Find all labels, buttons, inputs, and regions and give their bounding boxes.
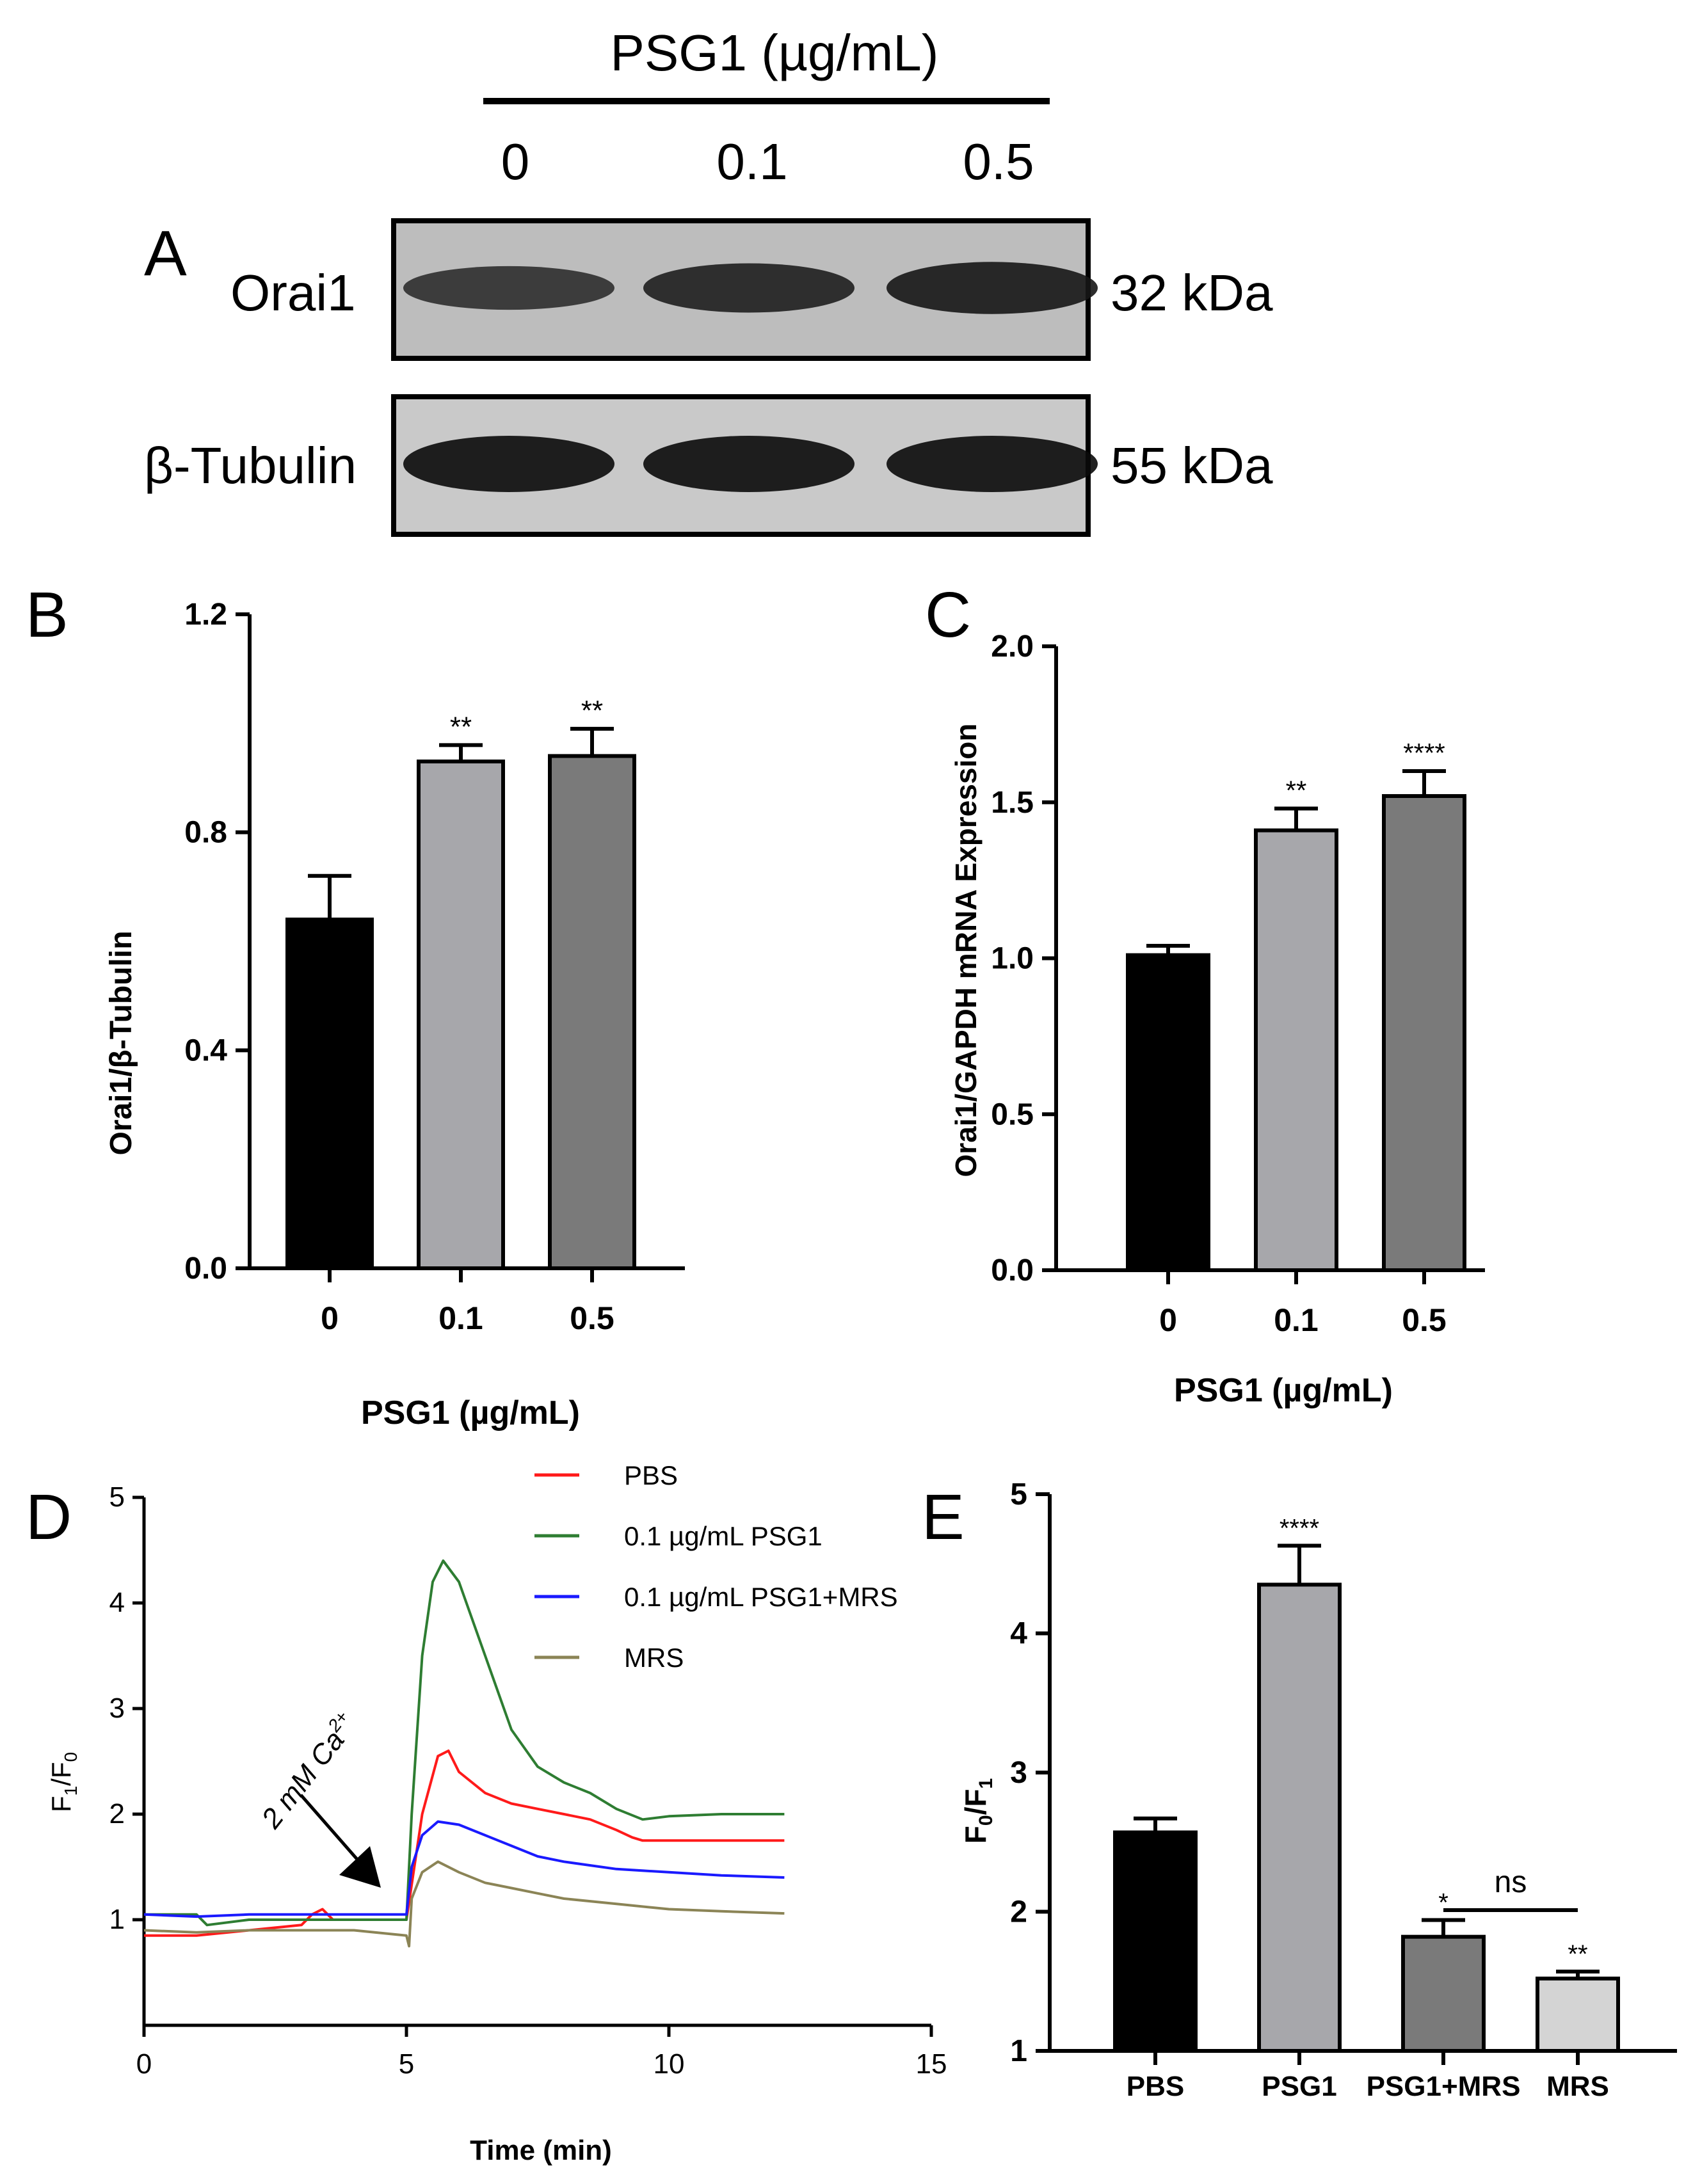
panel-a-letter: A <box>144 218 187 289</box>
panel-d-xtick-label: 5 <box>399 2048 414 2080</box>
panel-c-bar-2 <box>1382 794 1466 1272</box>
panel-e-ylabel: F0/F1 <box>959 1778 997 1844</box>
panel-c-xlabel: PSG1 (µg/mL) <box>1174 1372 1393 1409</box>
panel-e-category-label-2: PSG1+MRS <box>1367 2071 1521 2102</box>
annotation-text: 2 mM Ca2+ <box>253 1707 363 1835</box>
panel-b-significance-2: ** <box>581 695 603 726</box>
panel-b-bar-1 <box>417 759 505 1270</box>
panel-e-bar-2 <box>1401 1934 1486 2053</box>
panel-d-legend-label-0: PBS <box>624 1460 678 1490</box>
calcium-annotation: 2 mM Ca2+ <box>253 1707 381 1888</box>
panel-e-bar-1 <box>1257 1582 1342 2053</box>
panel-d-legend-label-2: 0.1 µg/mL PSG1+MRS <box>624 1582 898 1612</box>
panel-d-ytick-label: 4 <box>109 1587 125 1618</box>
panel-a-header: PSG1 (µg/mL) <box>611 24 939 81</box>
panel-d-xlabel: Time (min) <box>470 2135 612 2166</box>
lane-label-0: 0 <box>501 133 530 190</box>
panel-d-ytick-label: 3 <box>109 1693 125 1724</box>
panel-e-category-label-1: PSG1 <box>1262 2071 1336 2102</box>
panel-c-category-label-2: 0.5 <box>1402 1302 1447 1338</box>
panel-e-significance-1: **** <box>1280 1514 1319 1542</box>
panel-e-ytick-label: 5 <box>1010 1478 1027 1511</box>
panel-b-ytick-label: 1.2 <box>184 598 227 632</box>
panel-d-series-0 <box>144 1750 785 1937</box>
lane-label-2: 0.5 <box>963 133 1034 190</box>
panel-b-bar-0 <box>285 917 374 1270</box>
panel-d-letter: D <box>26 1481 72 1553</box>
panel-b-ylabel: Orai1/β-Tubulin <box>104 930 138 1155</box>
panel-c-ytick-label: 2.0 <box>991 630 1034 664</box>
panel-b-bar-chart: B 0.0 0.4 0.8 1.2 0 0.1 0.5 ** ** Orai1/β-Tubul… <box>26 579 685 1431</box>
panel-d-ytick-label: 2 <box>109 1798 125 1829</box>
panel-e-bracket-label: ns <box>1495 1865 1527 1899</box>
panel-e-bar-3 <box>1536 1976 1620 2053</box>
orai1-label: Orai1 <box>230 264 356 321</box>
panel-c-significance-1: ** <box>1286 776 1307 806</box>
tubulin-band-lane-1 <box>643 436 855 492</box>
panel-c-ytick-label: 0.0 <box>991 1254 1034 1287</box>
panel-c-bar-1 <box>1254 828 1338 1272</box>
panel-b-letter: B <box>26 579 68 651</box>
panel-e-ytick-label: 4 <box>1010 1617 1027 1651</box>
panel-b-significance-1: ** <box>450 711 472 742</box>
tubulin-label: β-Tubulin <box>144 437 357 494</box>
orai1-band-lane-1 <box>643 263 855 313</box>
panel-d-series-3 <box>143 1860 785 1948</box>
panel-e-ytick-label: 1 <box>1010 2034 1027 2068</box>
panel-a-western-blot: A PSG1 (µg/mL) 0 0.1 0.5 Orai1 32 kDa β-… <box>144 24 1273 537</box>
panel-b-ytick-label: 0.0 <box>184 1252 227 1286</box>
panel-c-letter: C <box>925 579 971 651</box>
panel-c-category-label-1: 0.1 <box>1274 1302 1319 1338</box>
panel-d-ylabel: F1/F0 <box>46 1752 81 1812</box>
orai1-size: 32 kDa <box>1111 264 1273 321</box>
panel-c-category-label-0: 0 <box>1159 1302 1177 1338</box>
panel-d-ytick-label: 5 <box>109 1481 125 1513</box>
panel-b-ytick-label: 0.8 <box>184 816 227 850</box>
panel-d-legend-label-1: 0.1 µg/mL PSG1 <box>624 1521 822 1551</box>
panel-d-ytick-label: 1 <box>109 1904 125 1935</box>
panel-e-significance-2: * <box>1438 1889 1448 1917</box>
panel-c-ytick-label: 1.0 <box>991 942 1034 976</box>
orai1-band-lane-2 <box>887 262 1098 314</box>
panel-c-ytick-label: 0.5 <box>991 1097 1034 1131</box>
tubulin-band-lane-0 <box>403 436 614 492</box>
panel-e-letter: E <box>922 1481 965 1553</box>
panel-d-legend-label-3: MRS <box>624 1643 684 1673</box>
panel-c-ytick-label: 1.5 <box>991 786 1034 820</box>
panel-c-bar-chart: C 0.00.51.01.52.00 0.1 0.5 ****** Orai1/GA… <box>925 579 1485 1409</box>
panel-b-category-label-1: 0.1 <box>438 1300 483 1336</box>
panel-d-line-chart: D 1 2 3 4 5 0 5 10 15 PBS 0.1 µg/mL PSG1 0.1 µg/mL… <box>26 1460 947 2166</box>
panel-d-xtick-label: 0 <box>136 2048 152 2080</box>
panel-e-category-label-0: PBS <box>1127 2071 1184 2102</box>
panel-e-ytick-label: 3 <box>1010 1756 1027 1790</box>
panel-b-category-label-0: 0 <box>321 1300 339 1336</box>
panel-d-xtick-label: 10 <box>654 2048 685 2080</box>
lane-label-1: 0.1 <box>716 133 787 190</box>
tubulin-band-lane-2 <box>887 436 1098 492</box>
panel-e-bar-0 <box>1113 1830 1198 2053</box>
tubulin-size: 55 kDa <box>1111 437 1273 494</box>
panel-d-series-2 <box>143 1820 785 1918</box>
panel-e-ytick-label: 2 <box>1010 1895 1027 1929</box>
panel-c-bar-0 <box>1126 953 1210 1272</box>
panel-e-category-label-3: MRS <box>1546 2071 1609 2102</box>
panel-c-ylabel: Orai1/GAPDH mRNA Expression <box>949 724 983 1177</box>
panel-c-significance-2: **** <box>1403 738 1445 768</box>
panel-d-xtick-label: 15 <box>916 2048 947 2080</box>
panel-d-series-1 <box>144 1559 785 1927</box>
panel-b-xlabel: PSG1 (µg/mL) <box>361 1394 580 1431</box>
panel-b-bar-2 <box>548 754 636 1270</box>
panel-e-significance-3: ** <box>1568 1940 1587 1968</box>
annotation-arrowhead <box>339 1846 381 1888</box>
panel-b-ytick-label: 0.4 <box>184 1033 227 1067</box>
orai1-band-lane-0 <box>403 266 614 310</box>
panel-b-category-label-2: 0.5 <box>570 1300 614 1336</box>
